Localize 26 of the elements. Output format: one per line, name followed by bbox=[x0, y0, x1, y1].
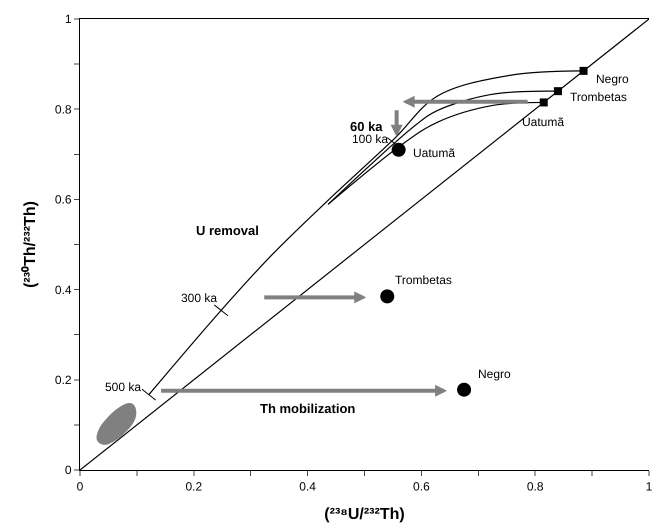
x-tick-label: 0.2 bbox=[185, 479, 202, 494]
x-axis-title: (²³⁸U/²³²Th) bbox=[324, 506, 405, 524]
annotation: Uatumã bbox=[522, 115, 564, 129]
y-tick-label: 0.4 bbox=[54, 282, 72, 297]
annotation: Trombetas bbox=[395, 273, 452, 287]
x-tick-label: 0 bbox=[76, 479, 84, 494]
y-tick-label: 1 bbox=[64, 12, 72, 26]
y-tick-label: 0.6 bbox=[54, 192, 72, 207]
annotation: 100 ka bbox=[352, 132, 388, 146]
annotation: Negro bbox=[596, 72, 630, 86]
annotation: Th mobilization bbox=[260, 401, 356, 416]
y-tick-label: 0.8 bbox=[54, 102, 72, 116]
y-axis-title: (²³⁰Th/²³²Th) bbox=[20, 201, 39, 288]
annotation: 60 ka bbox=[350, 119, 384, 134]
x-tick-label: 0.6 bbox=[413, 479, 430, 494]
y-tick-label: 0 bbox=[64, 463, 72, 478]
annotation: Trombetas bbox=[570, 90, 627, 104]
annotation: U removal bbox=[196, 223, 259, 238]
x-tick-label: 1 bbox=[646, 479, 653, 494]
x-tick-label: 0.4 bbox=[299, 479, 316, 494]
y-tick-label: 0.2 bbox=[54, 373, 72, 387]
annotation: Uatumã bbox=[413, 146, 456, 160]
x-tick-label: 0.8 bbox=[526, 479, 544, 494]
annotation: 300 ka bbox=[181, 291, 218, 305]
annotation: Negro bbox=[478, 367, 512, 381]
annotation: 500 ka bbox=[105, 380, 142, 394]
